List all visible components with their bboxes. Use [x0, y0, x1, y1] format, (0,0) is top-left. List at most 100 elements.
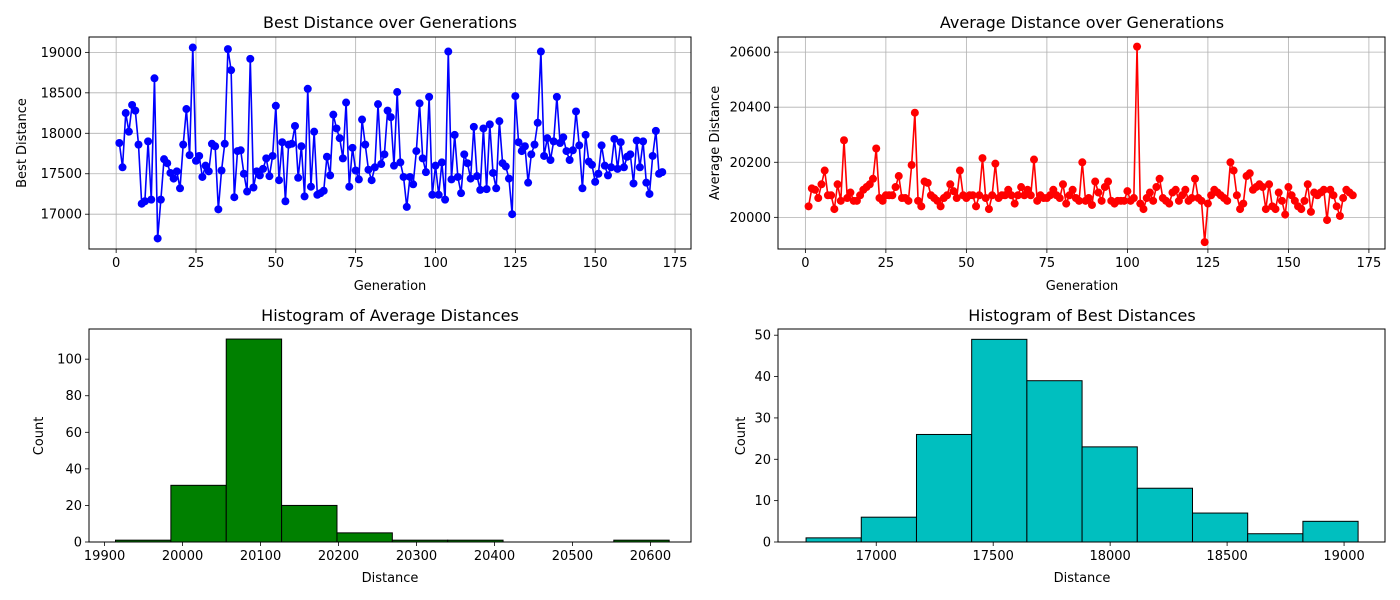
y-axis-label: Count [32, 417, 47, 456]
data-point [543, 134, 552, 143]
y-tick-label: 20 [754, 453, 771, 468]
data-point [984, 205, 993, 214]
data-point [891, 183, 900, 192]
data-point [265, 172, 274, 181]
data-point [393, 88, 402, 97]
data-point [597, 141, 606, 150]
data-point [338, 154, 347, 163]
data-point [1181, 185, 1190, 194]
data-point [1187, 194, 1196, 203]
data-point [485, 120, 494, 129]
data-point [1120, 196, 1129, 205]
data-point [249, 183, 258, 192]
data-point [603, 171, 612, 180]
data-point [651, 126, 660, 135]
data-point [1013, 191, 1022, 200]
data-point [591, 177, 600, 186]
data-point [431, 161, 440, 170]
data-point [437, 158, 446, 167]
data-point [635, 163, 644, 172]
data-point [223, 45, 232, 54]
data-point [1265, 180, 1274, 189]
data-point [1149, 196, 1158, 205]
x-tick-label: 25 [878, 256, 895, 271]
data-point [1084, 194, 1093, 203]
data-point [530, 140, 539, 149]
data-point [1203, 199, 1212, 208]
chart-title: Histogram of Best Distances [968, 306, 1195, 325]
data-point [412, 147, 421, 156]
data-point [936, 202, 945, 211]
data-point [1155, 174, 1164, 183]
best-distance-histogram: 17000 17500 18000 18500 19000 0 10 20 30 40 50 His… [734, 306, 1386, 586]
data-point [1026, 191, 1035, 200]
data-point [1097, 196, 1106, 205]
data-point [463, 159, 472, 168]
data-point [575, 141, 584, 150]
data-point [817, 180, 826, 189]
data-point [830, 205, 839, 214]
chart-title: Histogram of Average Distances [261, 306, 519, 325]
x-axis-label: Distance [1054, 571, 1111, 586]
data-point [303, 84, 312, 93]
x-tick-label: 75 [1039, 256, 1056, 271]
x-tick-label: 150 [583, 256, 608, 271]
x-tick-label: 0 [112, 256, 120, 271]
data-point [988, 191, 997, 200]
data-point [124, 127, 133, 136]
data-point [607, 163, 616, 172]
data-point [833, 180, 842, 189]
data-point [172, 167, 181, 176]
y-tick-label: 50 [754, 329, 771, 344]
data-point [1297, 205, 1306, 214]
data-point [118, 163, 127, 172]
data-point [568, 146, 577, 155]
data-point [578, 184, 587, 193]
data-point [619, 163, 628, 172]
data-point [991, 159, 1000, 168]
y-tick-label: 20200 [730, 156, 771, 171]
x-tick-label: 150 [1276, 256, 1301, 271]
data-point [415, 99, 424, 108]
data-point [428, 190, 437, 199]
data-point [450, 130, 459, 139]
data-point [1258, 183, 1267, 192]
data-point [169, 174, 178, 183]
histogram-bar [281, 504, 338, 543]
data-point [434, 190, 443, 199]
histogram-bar [915, 433, 973, 543]
x-tick-label: 20200 [318, 549, 359, 564]
data-point [306, 182, 315, 191]
x-axis-label: Distance [362, 571, 419, 586]
data-point [917, 202, 926, 211]
data-point [1261, 205, 1270, 214]
data-point [262, 154, 271, 163]
data-point [482, 185, 491, 194]
data-point [1300, 196, 1309, 205]
data-point [904, 196, 913, 205]
data-point [255, 171, 264, 180]
data-point [134, 140, 143, 149]
data-point [396, 158, 405, 167]
x-tick-label: 20600 [630, 549, 671, 564]
data-point [409, 180, 418, 189]
data-point [492, 184, 501, 193]
data-point [546, 155, 555, 164]
data-point [1068, 185, 1077, 194]
x-tick-label: 20500 [552, 549, 593, 564]
data-point [907, 161, 916, 170]
y-axis-label: Best Distance [15, 98, 30, 188]
data-point [658, 168, 667, 177]
plot-marks: 19900 20000 20100 20200 20300 20400 20500 20600… [57, 338, 671, 564]
data-point [469, 122, 478, 131]
y-tick-label: 40 [754, 370, 771, 385]
data-point [952, 194, 961, 203]
data-point [243, 187, 252, 196]
data-point [1229, 166, 1238, 175]
data-point [910, 108, 919, 117]
y-tick-label: 10 [754, 494, 771, 509]
x-tick-label: 175 [663, 256, 688, 271]
data-point [179, 140, 188, 149]
y-tick-label: 20000 [730, 211, 771, 226]
data-point [1010, 199, 1019, 208]
